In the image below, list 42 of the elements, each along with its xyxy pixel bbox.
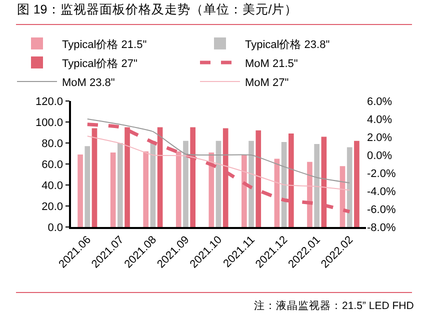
y2-tick-label: 0.0%: [367, 150, 392, 162]
bar: [176, 151, 182, 227]
bar: [92, 128, 98, 227]
bar: [346, 147, 352, 227]
y2-tick-label: -6.0%: [367, 204, 396, 216]
bar: [274, 158, 280, 227]
y-tick-label: 40.0: [42, 180, 64, 192]
y2-tick-label: -2.0%: [367, 168, 396, 180]
bar: [354, 140, 360, 227]
legend-label: Typical价格 21.5": [62, 38, 147, 51]
y-tick-label: 100.0: [36, 116, 64, 129]
bar: [84, 146, 90, 227]
bar: [143, 151, 149, 227]
bar: [216, 140, 222, 227]
bar: [183, 140, 188, 227]
line-series: [86, 136, 350, 191]
bar: [110, 152, 116, 227]
bar: [314, 144, 320, 227]
y-tick-label: 120.0: [36, 96, 64, 108]
legend-label: MoM 27": [245, 76, 289, 89]
bar: [242, 154, 247, 227]
legend-label: MoM 21.5": [245, 58, 298, 70]
y2-tick-label: -8.0%: [367, 222, 396, 234]
y2-tick-label: -4.0%: [367, 186, 396, 198]
legend-label: MoM 23.8": [62, 76, 115, 89]
y-tick-label: 20.0: [42, 200, 64, 213]
bar: [307, 162, 312, 227]
line-series: [86, 118, 350, 184]
legend-label: Typical价格 27": [62, 58, 138, 70]
bar: [208, 152, 214, 227]
y2-tick-label: 4.0%: [367, 114, 392, 126]
bar: [118, 143, 123, 227]
y2-tick-label: 6.0%: [367, 96, 392, 108]
legend-label: Typical价格 23.8": [245, 38, 330, 51]
chart-title: 图 19：监视器面板价格及走势（单位：美元/片）: [16, 2, 298, 17]
y-tick-label: 60.0: [42, 158, 64, 171]
y-tick-label: 0.0: [48, 222, 64, 234]
y-tick-label: 80.0: [42, 138, 64, 150]
bar: [78, 154, 83, 227]
text: 注：液晶监视器：21.5” LED FHD: [254, 299, 414, 312]
y2-tick-label: 2.0%: [367, 132, 392, 144]
bar: [248, 140, 254, 227]
